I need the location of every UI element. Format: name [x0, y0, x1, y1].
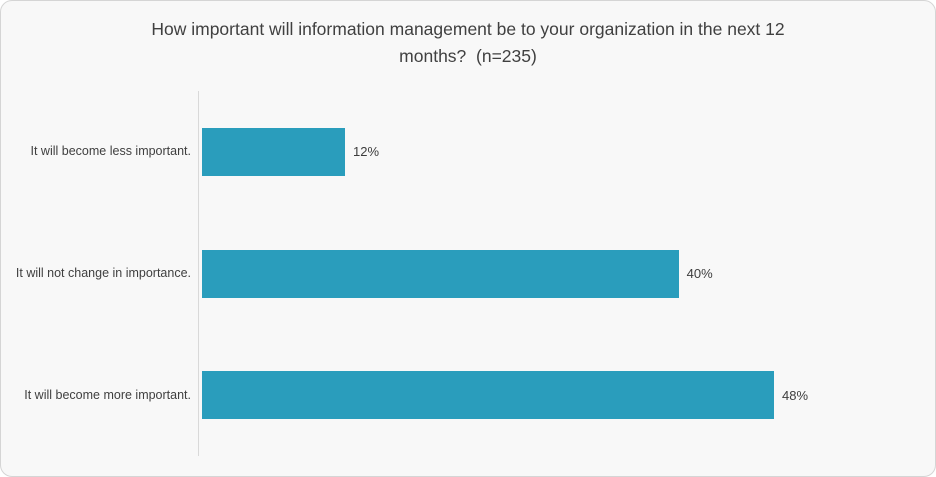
- bar-rows: It will become less important. 12% It wi…: [1, 91, 935, 456]
- bar: [202, 127, 345, 176]
- bar-row: It will become less important. 12%: [1, 91, 935, 213]
- category-axis-line: [198, 91, 199, 456]
- category-label: It will become more important.: [24, 387, 191, 402]
- bar-track: 48%: [202, 371, 917, 420]
- category-label: It will become less important.: [30, 144, 191, 159]
- category-label: It will not change in importance.: [15, 266, 191, 280]
- value-label: 12%: [353, 144, 380, 160]
- chart-title: How important will information managemen…: [151, 19, 785, 66]
- bar-row: It will not change in importance. 40%: [1, 213, 935, 335]
- value-label: 48%: [782, 387, 809, 403]
- bar: [202, 249, 679, 298]
- value-label: 40%: [686, 266, 713, 281]
- bar-row: It will become more important. 48%: [1, 334, 935, 456]
- bar-track: 40%: [202, 249, 917, 298]
- bar: [202, 371, 774, 420]
- bar-track: 12%: [202, 127, 917, 176]
